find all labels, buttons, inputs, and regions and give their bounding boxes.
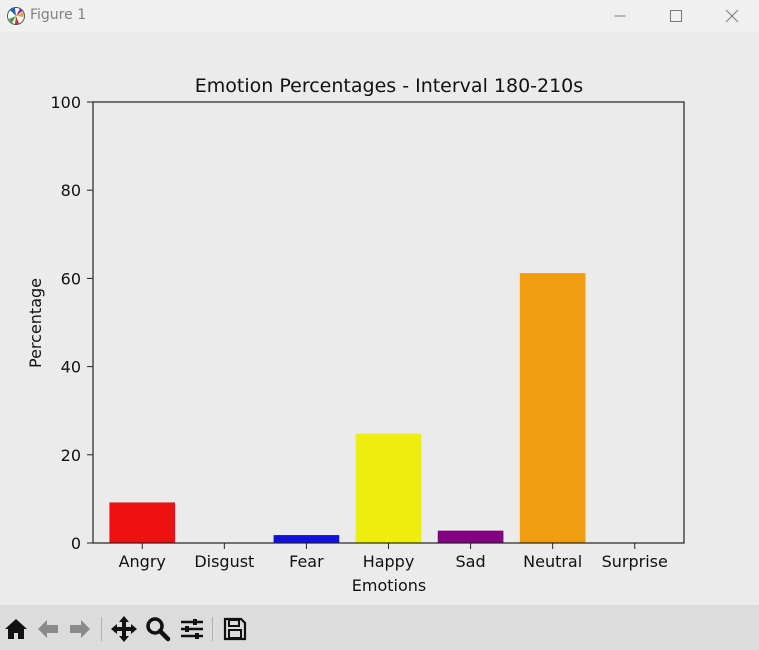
back-icon [38, 620, 58, 638]
bar-angry [109, 502, 176, 543]
x-tick-label-angry: Angry [119, 552, 166, 571]
back-button[interactable] [34, 615, 62, 643]
title-bar[interactable]: Figure 1 [0, 0, 759, 32]
bar-sad [437, 530, 504, 543]
close-icon [725, 9, 739, 23]
y-tick-label: 60 [61, 269, 81, 288]
bar-chart: Emotion Percentages - Interval 180-210s … [26, 75, 685, 595]
y-tick-label: 40 [61, 358, 81, 377]
minimize-button[interactable] [597, 0, 643, 32]
y-tick-label: 100 [50, 93, 81, 112]
x-tick-label-disgust: Disgust [194, 552, 254, 571]
close-button[interactable] [709, 0, 755, 32]
zoom-icon [146, 617, 171, 642]
configure-subplots-button[interactable] [178, 615, 206, 643]
window-title: Figure 1 [30, 7, 87, 23]
save-icon [223, 617, 247, 641]
minimize-icon [614, 15, 626, 17]
x-axis-ticks: Angry Disgust Fear Happy Sad Neutral Surprise [119, 543, 668, 571]
toolbar-separator [212, 617, 213, 641]
pan-button[interactable] [110, 615, 138, 643]
chart-title: Emotion Percentages - Interval 180-210s [195, 75, 583, 97]
save-button[interactable] [221, 615, 249, 643]
maximize-button[interactable] [653, 0, 699, 32]
x-tick-label-neutral: Neutral [523, 552, 582, 571]
bar-fear [273, 535, 340, 543]
forward-icon [70, 620, 90, 638]
y-axis-label: Percentage [26, 278, 45, 368]
forward-button[interactable] [66, 615, 94, 643]
y-tick-label: 0 [71, 534, 81, 553]
bar-neutral [519, 273, 586, 543]
home-button[interactable] [2, 615, 30, 643]
navigation-toolbar [0, 605, 759, 650]
home-icon [5, 619, 27, 639]
y-tick-label: 20 [61, 446, 81, 465]
maximize-icon [670, 10, 682, 22]
pan-icon [111, 616, 137, 642]
matplotlib-logo-icon [6, 6, 26, 26]
figure-canvas[interactable]: Emotion Percentages - Interval 180-210s … [0, 32, 759, 605]
bar-happy [355, 433, 422, 543]
bars-layer [109, 273, 586, 543]
x-tick-label-fear: Fear [289, 552, 324, 571]
configure-icon [181, 619, 203, 639]
x-axis-label: Emotions [352, 576, 426, 595]
y-tick-label: 80 [61, 181, 81, 200]
x-tick-label-sad: Sad [456, 552, 486, 571]
zoom-button[interactable] [144, 615, 172, 643]
x-tick-label-happy: Happy [363, 552, 415, 571]
x-tick-label-surprise: Surprise [602, 552, 668, 571]
toolbar-separator [101, 617, 102, 641]
y-axis-ticks: 0 20 40 60 80 100 [50, 93, 93, 553]
